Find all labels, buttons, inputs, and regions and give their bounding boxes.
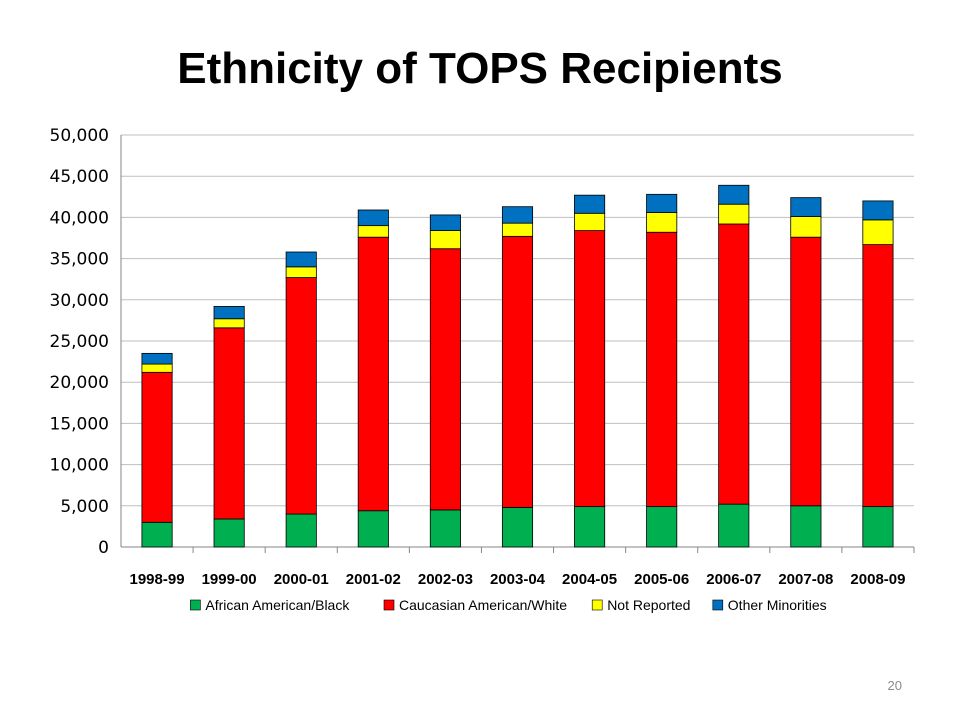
- bar-segment: [285, 513, 317, 548]
- x-tick-label: 2007-08: [778, 571, 833, 588]
- bar-segment: [141, 521, 173, 548]
- bar-segment: [357, 236, 389, 512]
- bar-segment: [862, 200, 894, 221]
- bar-segment: [718, 203, 750, 225]
- bar-segment: [429, 248, 461, 511]
- bar-segment: [574, 194, 606, 214]
- bar-segment: [790, 216, 822, 238]
- x-tick-label: 2003-04: [490, 571, 546, 588]
- y-tick-label: 35,000: [50, 250, 109, 270]
- x-tick-label: 2008-09: [850, 571, 905, 588]
- y-tick-label: 5,000: [60, 497, 109, 517]
- bar-segment: [646, 193, 678, 213]
- bar-segment: [429, 509, 461, 548]
- legend-swatch: [383, 599, 395, 611]
- bar-segment: [213, 327, 245, 520]
- legend-swatch: [712, 599, 724, 611]
- bar-segment: [141, 352, 173, 365]
- bar-segment: [862, 244, 894, 508]
- x-tick-label: 1999-00: [202, 571, 257, 588]
- bar-segment: [429, 214, 461, 231]
- bar-segment: [574, 506, 606, 548]
- bar-segment: [429, 230, 461, 250]
- bar-segment: [790, 197, 822, 217]
- bar-segment: [646, 506, 678, 548]
- bar-segment: [213, 518, 245, 548]
- bar-segment: [501, 235, 534, 508]
- y-tick-label: 0: [98, 538, 109, 558]
- bar-segment: [213, 305, 245, 320]
- page-number: 20: [887, 678, 902, 693]
- bar-segment: [646, 212, 678, 233]
- y-tick-label: 40,000: [50, 208, 109, 228]
- bar-segment: [501, 206, 534, 224]
- bar-segment: [862, 219, 894, 245]
- bar-segment: [718, 223, 750, 505]
- bar-segment: [285, 277, 317, 515]
- bar-segment: [141, 371, 173, 523]
- x-tick-label: 2002-03: [418, 571, 473, 588]
- legend-label: African American/Black: [205, 597, 350, 613]
- bar-segment: [646, 231, 678, 508]
- bar-segment: [718, 184, 750, 205]
- bar-segment: [213, 318, 245, 329]
- y-tick-label: 45,000: [50, 167, 109, 187]
- bar-segment: [357, 225, 389, 238]
- y-tick-label: 30,000: [50, 291, 109, 311]
- y-tick-label: 10,000: [50, 456, 109, 476]
- bar-segment: [357, 510, 389, 548]
- bar-segment: [501, 507, 534, 548]
- x-tick-label: 2001-02: [346, 571, 401, 588]
- x-tick-label: 2000-01: [274, 571, 329, 588]
- legend-label: Other Minorities: [728, 597, 827, 613]
- legend-label: Not Reported: [607, 597, 690, 613]
- bar-segment: [285, 251, 317, 268]
- x-tick-label: 2004-05: [562, 571, 617, 588]
- bar-segment: [790, 505, 822, 548]
- page-title: Ethnicity of TOPS Recipients: [177, 44, 783, 93]
- y-tick-label: 25,000: [50, 332, 109, 352]
- bar-segment: [141, 363, 173, 373]
- bar-segment: [790, 236, 822, 507]
- x-tick-label: 2006-07: [706, 571, 761, 588]
- y-tick-label: 20,000: [50, 373, 109, 393]
- x-tick-label: 2005-06: [634, 571, 689, 588]
- bar-segment: [285, 266, 317, 278]
- bar-segment: [574, 230, 606, 508]
- bar-segment: [718, 503, 750, 548]
- bar-segment: [862, 506, 894, 548]
- y-tick-label: 15,000: [50, 414, 109, 434]
- x-tick-label: 1998-99: [130, 571, 185, 588]
- bar-segment: [574, 212, 606, 231]
- bar-segment: [501, 222, 534, 237]
- legend-label: Caucasian American/White: [399, 597, 567, 613]
- bar-segment: [357, 209, 389, 227]
- legend-swatch: [591, 599, 603, 611]
- y-tick-label: 50,000: [50, 126, 109, 146]
- legend-swatch: [190, 599, 201, 611]
